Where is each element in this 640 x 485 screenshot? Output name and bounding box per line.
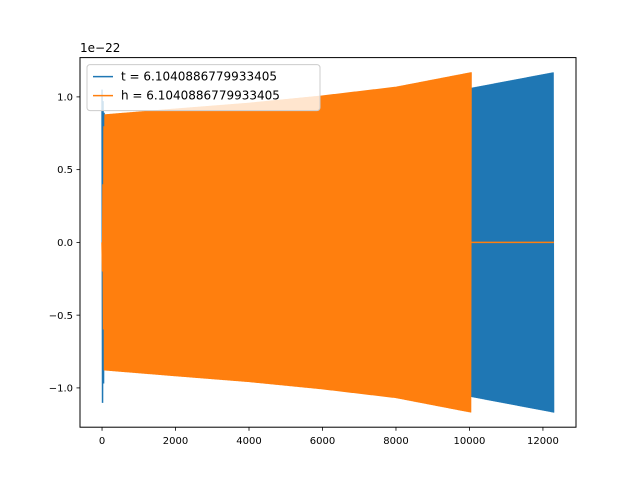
series-line: [101, 72, 472, 413]
x-tick-label: 2000: [163, 436, 188, 447]
x-tick-label: 12000: [527, 436, 559, 447]
legend: t = 6.1040886779933405 h = 6.104088677993…: [86, 64, 321, 112]
x-tick-label: 10000: [454, 436, 486, 447]
y-tick-label: 1.0: [57, 92, 73, 103]
y-tick-label: −1.0: [49, 384, 73, 395]
x-axis: 0 2000 4000 6000 8000 10000 12000: [99, 427, 559, 447]
x-tick-label: 0: [99, 436, 105, 447]
x-tick-label: 6000: [310, 436, 335, 447]
y-tick-label: 0.0: [57, 238, 73, 249]
y-tick-label: −0.5: [49, 311, 73, 322]
data-layer: [101, 72, 555, 413]
x-tick-label: 4000: [236, 436, 261, 447]
legend-label: t = 6.1040886779933405: [121, 70, 277, 84]
y-tick-label: 0.5: [57, 165, 73, 176]
legend-label: h = 6.1040886779933405: [121, 89, 280, 103]
x-tick-label: 8000: [383, 436, 408, 447]
y-offset-text: 1e−22: [80, 41, 120, 55]
y-axis: −1.0 −0.5 0.0 0.5 1.0: [49, 92, 80, 395]
series-h: [101, 72, 554, 413]
legend-box: [86, 64, 321, 112]
